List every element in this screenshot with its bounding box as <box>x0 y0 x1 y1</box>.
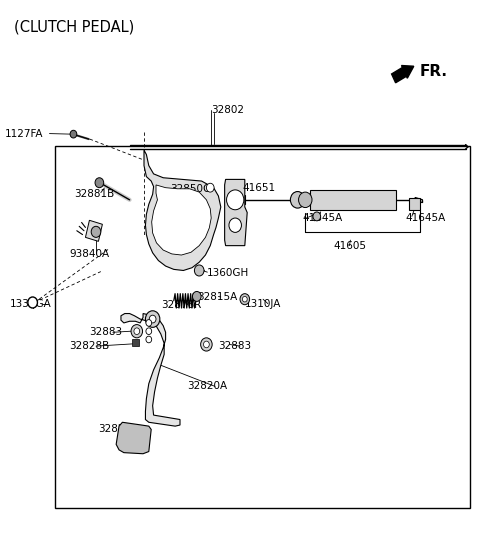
Circle shape <box>134 328 140 335</box>
Text: 1127FA: 1127FA <box>5 129 43 139</box>
Circle shape <box>28 297 37 308</box>
Bar <box>409 198 420 210</box>
Circle shape <box>194 265 204 276</box>
Circle shape <box>201 338 212 351</box>
Circle shape <box>204 341 209 348</box>
Polygon shape <box>116 422 151 454</box>
Circle shape <box>146 336 152 343</box>
Text: FR.: FR. <box>420 64 448 79</box>
Circle shape <box>229 218 241 232</box>
Bar <box>132 339 139 346</box>
Text: 41645A: 41645A <box>406 213 446 223</box>
Text: (CLUTCH PEDAL): (CLUTCH PEDAL) <box>14 19 135 34</box>
Polygon shape <box>152 185 211 255</box>
Text: 1310JA: 1310JA <box>245 299 281 309</box>
Bar <box>55 146 470 508</box>
Circle shape <box>95 178 104 188</box>
Circle shape <box>240 294 250 305</box>
Bar <box>310 190 396 210</box>
Polygon shape <box>225 179 247 246</box>
Text: 32876R: 32876R <box>161 300 201 310</box>
FancyArrow shape <box>392 66 414 83</box>
Circle shape <box>299 192 312 208</box>
Circle shape <box>242 296 247 302</box>
Circle shape <box>91 226 101 237</box>
Text: 1339GA: 1339GA <box>10 299 51 309</box>
Text: 1360GH: 1360GH <box>206 268 249 278</box>
Text: 32883: 32883 <box>89 327 122 337</box>
Text: 32828B: 32828B <box>70 341 110 351</box>
Circle shape <box>290 192 305 208</box>
Text: 32881B: 32881B <box>74 189 115 199</box>
Text: 32820A: 32820A <box>187 381 228 391</box>
Text: 32815A: 32815A <box>197 292 237 302</box>
Text: 32883: 32883 <box>218 341 252 351</box>
Text: 41651: 41651 <box>242 183 276 193</box>
Text: 93840A: 93840A <box>70 249 110 259</box>
Polygon shape <box>121 314 180 426</box>
Bar <box>85 220 102 241</box>
Text: 41645A: 41645A <box>302 213 343 223</box>
Circle shape <box>146 320 152 326</box>
Text: 32825: 32825 <box>98 424 132 434</box>
Circle shape <box>227 190 244 210</box>
Circle shape <box>206 183 214 192</box>
Polygon shape <box>144 150 221 270</box>
Text: 41605: 41605 <box>334 241 367 251</box>
Circle shape <box>146 328 152 335</box>
Circle shape <box>192 291 201 301</box>
Circle shape <box>145 311 160 327</box>
Text: 32850C: 32850C <box>170 184 211 194</box>
Circle shape <box>149 315 156 323</box>
Circle shape <box>313 212 321 221</box>
Circle shape <box>131 325 143 338</box>
Circle shape <box>70 130 77 138</box>
Text: 32802: 32802 <box>211 105 244 115</box>
